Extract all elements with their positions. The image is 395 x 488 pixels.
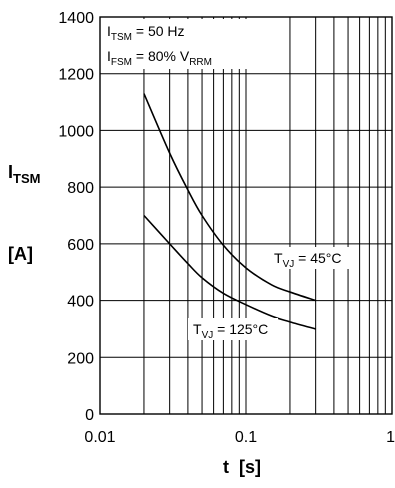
svg-text:TVJ = 45°C: TVJ = 45°C bbox=[274, 250, 341, 270]
legend-line-1: ITSM = 50 Hz bbox=[107, 23, 185, 43]
tick-labels: 0 200 400 600 800 1000 1200 1400 0.01 0.1 1 bbox=[58, 10, 395, 446]
grid bbox=[100, 17, 392, 414]
x-tick-label: 1 bbox=[386, 429, 395, 446]
svg-text:t[s]: t [s] bbox=[223, 457, 261, 477]
y-tick-label: 800 bbox=[67, 180, 94, 197]
x-tick-label: 0.1 bbox=[235, 429, 257, 446]
y-tick-label: 400 bbox=[67, 294, 94, 311]
y-tick-label: 0 bbox=[85, 407, 94, 424]
y-tick-label: 1400 bbox=[58, 10, 94, 27]
legend-line-2: IFSM = 80% VRRM bbox=[107, 48, 212, 68]
y-tick-label: 600 bbox=[67, 237, 94, 254]
y-tick-label: 1200 bbox=[58, 67, 94, 84]
series-line-0 bbox=[143, 93, 316, 302]
svg-text:TVJ = 125°C: TVJ = 125°C bbox=[193, 321, 268, 341]
y-axis-label: ITSM [A] bbox=[8, 162, 40, 264]
legend-box: ITSM = 50 Hz IFSM = 80% VRRM bbox=[102, 19, 252, 69]
x-axis-label: t [s] bbox=[223, 457, 261, 477]
series-label-125: TVJ = 125°C bbox=[188, 318, 278, 341]
svg-text:[A]: [A] bbox=[8, 244, 33, 264]
x-tick-label: 0.01 bbox=[84, 429, 115, 446]
svg-text:ITSM: ITSM bbox=[8, 162, 40, 186]
plot-frame bbox=[99, 16, 393, 415]
series-line-1 bbox=[143, 214, 316, 330]
y-tick-label: 1000 bbox=[58, 123, 94, 140]
series-lines bbox=[143, 93, 316, 330]
legend-background bbox=[102, 19, 252, 69]
series-label-45: TVJ = 45°C bbox=[270, 247, 356, 270]
y-tick-label: 200 bbox=[67, 350, 94, 367]
